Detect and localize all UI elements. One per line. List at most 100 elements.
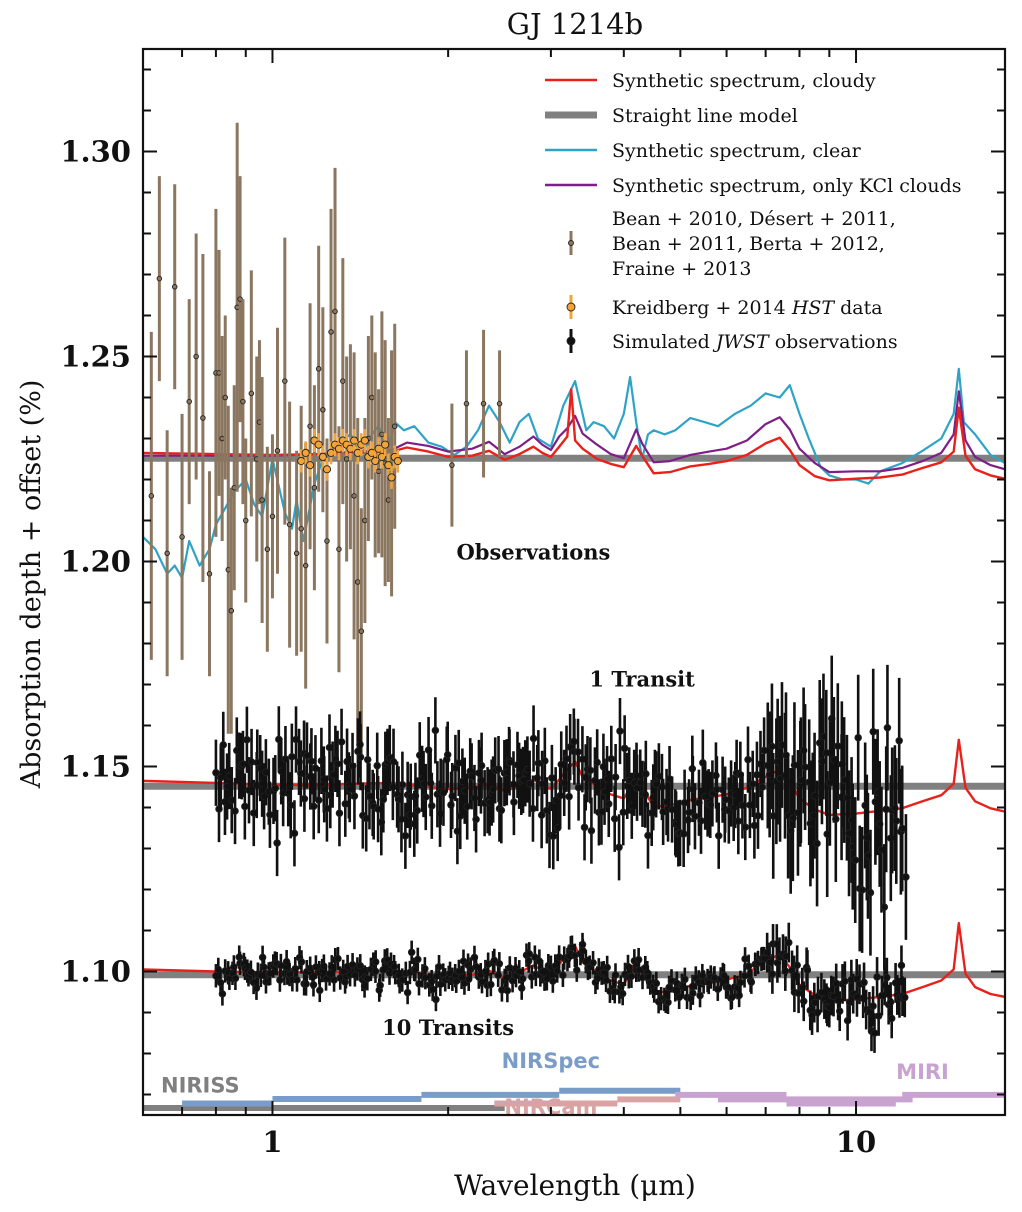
jwst-point-1-transit — [611, 744, 620, 811]
jwst-point-10-transits — [873, 957, 881, 997]
jwst-point-10-transits — [376, 973, 384, 997]
hst-point — [306, 453, 315, 477]
jwst-point-10-transits — [293, 968, 301, 992]
jwst-point-10-transits — [428, 977, 437, 1001]
jwst-point-10-transits-marker — [873, 973, 881, 981]
jwst-point-1-transit-marker — [822, 749, 831, 757]
jwst-point-1-transit-marker — [428, 802, 436, 810]
jwst-point-1-transit — [861, 742, 869, 869]
y-tick-label: 1.20 — [60, 545, 131, 579]
jwst-point-1-transit — [356, 724, 365, 791]
jwst-point-1-transit-marker — [892, 817, 901, 825]
jwst-point-1-transit — [421, 763, 430, 831]
jwst-point-1-transit — [866, 829, 875, 956]
jwst-point-1-transit — [311, 735, 320, 802]
jwst-point-10-transits — [696, 983, 704, 1008]
legend-label: Fraine + 2013 — [612, 258, 752, 280]
jwst-point-10-transits — [432, 987, 440, 1012]
jwst-point-1-transit — [497, 777, 506, 844]
jwst-point-1-transit — [335, 780, 344, 847]
jwst-point-1-transit-marker — [307, 757, 316, 766]
jwst-point-10-transits — [414, 947, 422, 972]
jwst-point-10-transits — [407, 940, 416, 964]
jwst-point-10-transits-marker — [503, 986, 512, 995]
jwst-point-1-transit — [529, 775, 537, 842]
jwst-point-1-transit — [273, 809, 281, 877]
jwst-point-1-transit-marker — [314, 796, 323, 804]
literature-point-marker — [179, 534, 185, 540]
legend-entry-kcl: Synthetic spectrum, only KCl clouds — [545, 175, 962, 197]
literature-point-marker — [228, 607, 235, 614]
jwst-point-10-transits — [835, 991, 844, 1032]
y-axis-label: Absorption depth + offset (%) — [16, 380, 47, 790]
jwst-point-10-transits-marker — [371, 958, 380, 966]
jwst-point-1-transit-marker — [373, 761, 381, 770]
literature-point — [298, 405, 304, 652]
hst-point-marker — [377, 452, 386, 462]
literature-point-marker — [206, 571, 213, 577]
jwst-point-1-transit-marker — [443, 750, 452, 759]
jwst-point-10-transits — [356, 954, 365, 978]
jwst-point-1-transit — [413, 777, 421, 844]
jwst-point-1-transit-marker — [854, 733, 862, 742]
literature-point — [351, 352, 357, 640]
jwst-point-10-transits-marker — [681, 975, 689, 984]
jwst-point-1-transit-marker — [219, 741, 228, 749]
jwst-point-1-transit — [616, 697, 624, 765]
jwst-point-1-transit-marker — [454, 759, 463, 767]
jwst-point-1-transit — [300, 765, 309, 832]
y-tick-label: 1.25 — [60, 340, 131, 374]
jwst-point-10-transits — [403, 980, 412, 1005]
jwst-point-1-transit-marker — [587, 826, 596, 835]
jwst-point-1-transit — [431, 697, 440, 764]
literature-point-marker — [200, 415, 206, 421]
literature-point — [379, 311, 385, 558]
jwst-point-10-transits-marker — [696, 991, 704, 1000]
jwst-point-10-transits-marker — [747, 978, 756, 986]
literature-point — [164, 430, 170, 677]
jwst-point-10-transits — [406, 960, 414, 985]
literature-point-marker — [379, 431, 385, 438]
jwst-point-10-transits-marker — [618, 989, 627, 998]
jwst-point-1-transit-marker — [834, 742, 842, 750]
jwst-point-1-transit-marker — [231, 807, 239, 815]
legend-label-emphasis: JWST — [712, 331, 770, 353]
annotation-label: 10 Transits — [382, 1015, 514, 1040]
jwst-point-1-transit-marker — [309, 802, 318, 811]
jwst-point-1-transit — [231, 777, 239, 845]
literature-point-marker — [362, 517, 368, 524]
instrument-label-nirspec: NIRSpec — [502, 1049, 600, 1073]
jwst-point-1-transit-marker — [363, 755, 372, 764]
jwst-point-1-transit-marker — [619, 808, 628, 816]
jwst-point-10-transits — [573, 958, 581, 982]
jwst-point-10-transits-marker — [403, 988, 412, 997]
literature-point — [254, 356, 260, 562]
literature-point — [286, 401, 293, 648]
jwst-point-10-transits — [371, 950, 380, 974]
jwst-point-1-transit-marker — [541, 757, 549, 765]
jwst-point-1-transit-marker — [398, 780, 407, 789]
jwst-point-1-transit — [266, 781, 274, 848]
legend-entry-straight: Straight line model — [545, 105, 798, 127]
jwst-point-1-transit-marker — [880, 903, 889, 911]
jwst-point-10-transits-marker — [549, 977, 557, 985]
jwst-point-10-transits — [330, 968, 338, 992]
jwst-point-1-transit-marker — [497, 806, 506, 815]
literature-point-marker — [332, 308, 338, 315]
literature-point — [449, 403, 455, 527]
jwst-point-10-transits — [334, 946, 342, 971]
jwst-point-10-transits — [309, 973, 318, 997]
jwst-point-10-transits — [785, 922, 793, 963]
jwst-point-1-transit-marker — [605, 800, 613, 808]
jwst-point-10-transits — [874, 996, 883, 1036]
literature-point-marker — [164, 550, 170, 557]
jwst-point-10-transits — [363, 967, 372, 991]
literature-point-marker — [148, 493, 155, 499]
literature-point — [219, 336, 225, 541]
literature-point — [269, 434, 276, 599]
jwst-point-10-transits-marker — [835, 1007, 844, 1015]
jwst-point-10-transits — [793, 945, 801, 986]
literature-point — [193, 233, 199, 480]
jwst-point-1-transit — [869, 668, 877, 795]
